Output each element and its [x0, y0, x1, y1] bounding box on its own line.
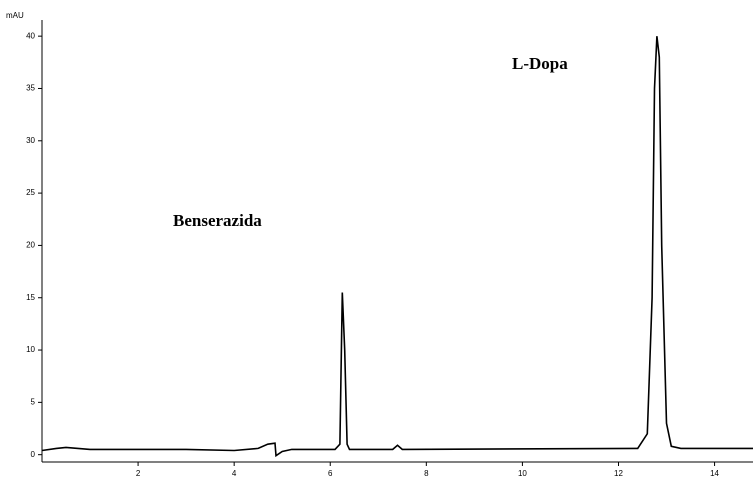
annotation: Benserazida: [173, 211, 262, 230]
y-tick-label: 30: [26, 136, 35, 145]
x-tick-label: 14: [710, 469, 719, 478]
y-tick-label: 25: [26, 188, 35, 197]
y-axis-label: mAU: [6, 11, 24, 20]
x-tick-label: 4: [232, 469, 237, 478]
x-tick-label: 6: [328, 469, 333, 478]
y-tick-label: 5: [31, 397, 36, 406]
x-tick-label: 2: [136, 469, 141, 478]
y-tick-label: 35: [26, 84, 35, 93]
y-tick-label: 10: [26, 345, 35, 354]
y-tick-label: 0: [31, 450, 36, 459]
y-tick-label: 40: [26, 31, 35, 40]
y-tick-label: 20: [26, 241, 35, 250]
x-tick-label: 10: [518, 469, 527, 478]
annotation: L-Dopa: [512, 54, 568, 73]
x-tick-label: 12: [614, 469, 623, 478]
trace: [41, 36, 753, 458]
x-tick-label: 8: [424, 469, 429, 478]
y-tick-label: 15: [26, 293, 35, 302]
